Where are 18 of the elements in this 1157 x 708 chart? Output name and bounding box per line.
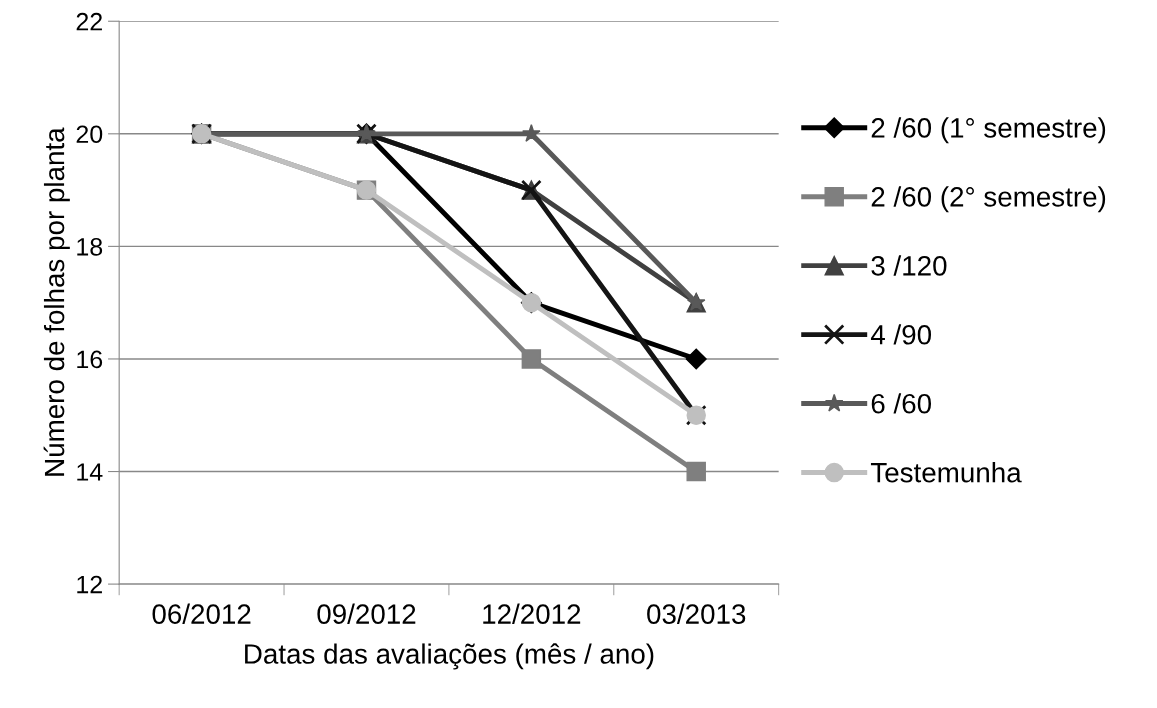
y-tick-label: 12	[77, 575, 102, 594]
x-tick-label: 03/2013	[647, 603, 746, 624]
legend-label: 3 /120	[871, 255, 947, 276]
x-tick-label: 12/2012	[483, 603, 581, 624]
y-tick-label: 16	[77, 350, 103, 369]
x-axis-title: Datas das avaliações (mês / ano)	[245, 643, 654, 670]
x-tick-label: 06/2012	[152, 603, 251, 624]
y-tick-label: 18	[77, 237, 103, 256]
y-tick-label: 20	[76, 125, 103, 144]
legend-label: 4 /90	[870, 324, 932, 345]
legend-label: 2 /60 (1° semestre)	[871, 117, 1106, 144]
legend-label: 2 /60 (2° semestre)	[871, 186, 1106, 213]
y-axis-title: Número de folhas por planta	[43, 127, 70, 476]
y-tick-label: 14	[77, 463, 103, 481]
y-tick-label: 22	[76, 12, 102, 31]
legend-label: Testemunha	[870, 462, 1022, 483]
legend-label: 6 /60	[871, 393, 932, 414]
x-tick-label: 09/2012	[317, 603, 416, 624]
